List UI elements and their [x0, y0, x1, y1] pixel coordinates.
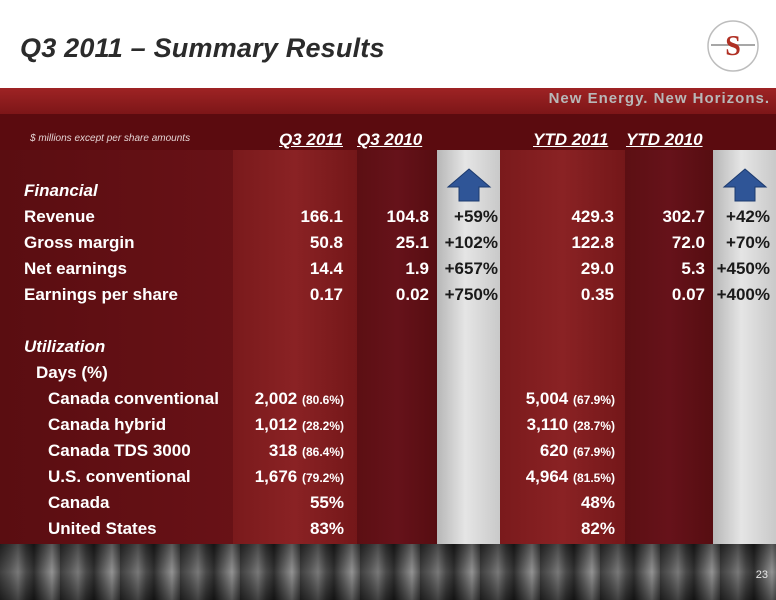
gross-margin-ytd-2011: 122.8: [571, 233, 614, 252]
up-arrow-icon: [722, 168, 768, 202]
eps-q3-2010: 0.02: [395, 285, 429, 304]
financial-heading: Financial: [24, 181, 98, 200]
gross-margin-q3-2010: 25.1: [395, 233, 429, 252]
page-number: 23: [755, 569, 768, 581]
row-label-canada-tds-3000: Canada TDS 3000: [48, 441, 191, 460]
row-label-revenue: Revenue: [24, 207, 95, 226]
column-header-q3-2011: Q3 2011: [279, 130, 343, 149]
eps-q3-2011: 0.17: [309, 285, 343, 304]
logo-letter: S: [725, 31, 741, 62]
gross-margin-q3-2011: 50.8: [309, 233, 343, 252]
footer-strip-shading: [0, 544, 776, 600]
net-earnings-q3-2010: 1.9: [405, 259, 429, 278]
eps-ytd-change: +400%: [716, 285, 770, 304]
ytd-2011-column-band: [500, 114, 625, 544]
q3-2010-column-band: [357, 114, 437, 544]
net-earnings-ytd-2011: 29.0: [580, 259, 614, 278]
table-header-row: [0, 114, 776, 150]
eps-q3-change: +750%: [444, 285, 498, 304]
up-arrow-icon: [446, 168, 492, 202]
net-earnings-q3-change: +657%: [444, 259, 498, 278]
row-label-canada-hybrid: Canada hybrid: [48, 415, 167, 434]
gross-margin-ytd-change: +70%: [726, 233, 770, 252]
tagline-band: New Energy. New Horizons.: [0, 88, 776, 114]
canada-q3: 55%: [309, 493, 344, 512]
canada-conventional-q3: 2,002 (80.6%): [254, 389, 344, 408]
united-states-ytd: 82%: [580, 519, 615, 538]
canada-tds-3000-ytd: 620 (67.9%): [539, 441, 615, 460]
row-label-gross-margin: Gross margin: [24, 233, 135, 252]
utilization-heading: Utilization: [24, 337, 106, 356]
row-label-us-conventional: U.S. conventional: [48, 467, 191, 486]
row-label-earnings-per-share: Earnings per share: [24, 285, 179, 304]
column-header-ytd-2010: YTD 2010: [626, 130, 703, 149]
eps-ytd-2010: 0.07: [671, 285, 705, 304]
revenue-ytd-change: +42%: [726, 207, 770, 226]
revenue-ytd-2010: 302.7: [662, 207, 705, 226]
q3-2011-column-band: [233, 114, 357, 544]
canada-hybrid-ytd: 3,110 (28.7%): [526, 415, 615, 434]
canada-conventional-ytd: 5,004 (67.9%): [525, 389, 615, 408]
net-earnings-q3-2011: 14.4: [309, 259, 343, 278]
us-conventional-q3: 1,676 (79.2%): [254, 467, 344, 486]
gross-margin-q3-change: +102%: [444, 233, 498, 252]
us-conventional-ytd: 4,964 (81.5%): [525, 467, 615, 486]
row-label-united-states: United States: [48, 519, 157, 538]
days-subheading: Days (%): [36, 363, 108, 382]
footer-image-strip: [0, 544, 776, 600]
row-label-net-earnings: Net earnings: [24, 259, 127, 278]
units-note: $ millions except per share amounts: [30, 133, 191, 144]
eps-ytd-2011: 0.35: [580, 285, 614, 304]
company-logo: S: [707, 20, 759, 72]
net-earnings-ytd-2010: 5.3: [681, 259, 705, 278]
net-earnings-ytd-change: +450%: [716, 259, 770, 278]
canada-ytd: 48%: [580, 493, 615, 512]
row-label-canada: Canada: [48, 493, 110, 512]
page-title: Q3 2011 – Summary Results: [20, 33, 385, 63]
revenue-q3-2011: 166.1: [300, 207, 343, 226]
united-states-q3: 83%: [309, 519, 344, 538]
revenue-q3-change: +59%: [454, 207, 498, 226]
ytd-2010-column-band: [625, 114, 713, 544]
tagline: New Energy. New Horizons.: [548, 90, 770, 107]
gross-margin-ytd-2010: 72.0: [671, 233, 705, 252]
revenue-q3-2010: 104.8: [386, 207, 429, 226]
column-header-q3-2010: Q3 2010: [357, 130, 423, 149]
row-label-canada-conventional: Canada conventional: [48, 389, 219, 408]
column-header-ytd-2011: YTD 2011: [533, 130, 609, 149]
canada-tds-3000-q3: 318 (86.4%): [268, 441, 344, 460]
canada-hybrid-q3: 1,012 (28.2%): [254, 415, 344, 434]
revenue-ytd-2011: 429.3: [571, 207, 614, 226]
